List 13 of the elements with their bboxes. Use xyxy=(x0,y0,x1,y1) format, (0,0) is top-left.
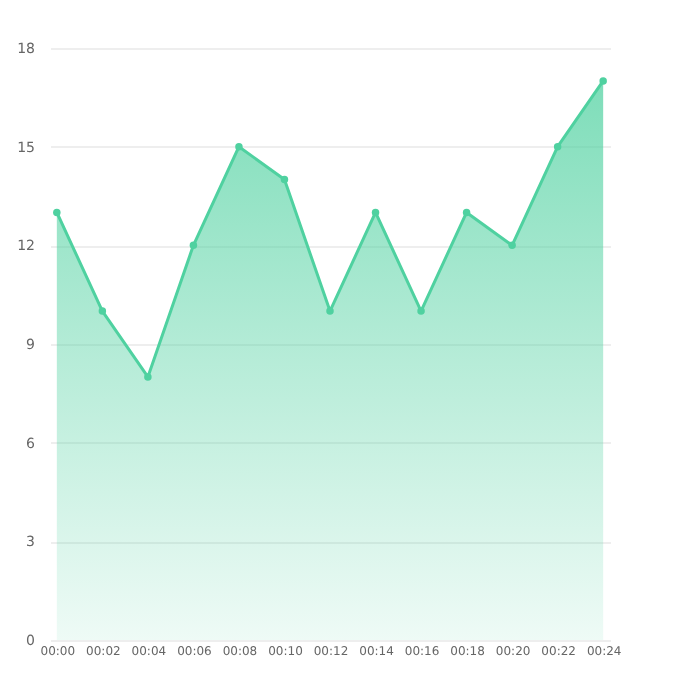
point xyxy=(53,208,61,217)
point xyxy=(280,175,289,184)
point xyxy=(417,307,425,315)
point xyxy=(553,142,562,151)
point xyxy=(326,307,334,315)
point xyxy=(599,77,607,85)
point xyxy=(144,373,152,381)
point xyxy=(235,142,243,151)
point xyxy=(371,208,380,217)
point xyxy=(98,307,107,315)
point xyxy=(189,241,198,250)
point xyxy=(462,208,471,217)
point xyxy=(508,241,516,250)
